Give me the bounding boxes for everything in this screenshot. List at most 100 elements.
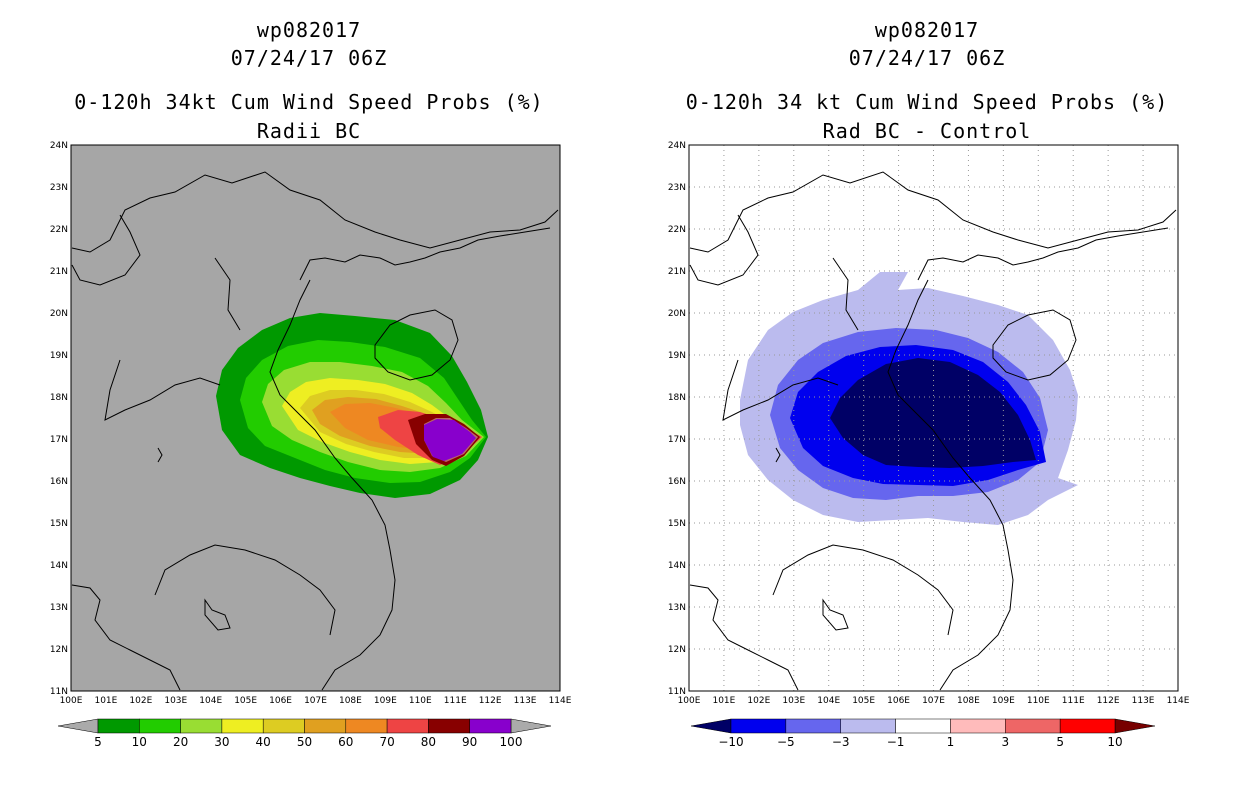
right-colorbar-label: −3 bbox=[832, 735, 850, 749]
left-lon-label: 102E bbox=[129, 696, 152, 706]
right-colorbar-swatch bbox=[730, 718, 787, 734]
right-lat-label: 15N bbox=[668, 519, 686, 529]
right-colorbar-label: −5 bbox=[777, 735, 795, 749]
right-lon-label: 114E bbox=[1167, 696, 1190, 706]
left-colorbar-swatch bbox=[262, 718, 305, 734]
left-colorbar-label: 60 bbox=[338, 735, 353, 749]
left-lat-label: 19N bbox=[50, 351, 68, 361]
left-colorbar-label: 20 bbox=[173, 735, 188, 749]
right-map: 24N 23N 22N 21N 20N 19N 18N 17N 16N 15N 14N 13N 12N 1… bbox=[668, 141, 1190, 749]
right-lon-label: 112E bbox=[1097, 696, 1120, 706]
right-axis-labels: 24N 23N 22N 21N 20N 19N 18N 17N 16N 15N 14N 13N 12N 1… bbox=[668, 141, 1190, 706]
left-lon-label: 101E bbox=[94, 696, 117, 706]
right-lon-label: 104E bbox=[817, 696, 840, 706]
left-colorbar-swatch bbox=[345, 718, 388, 734]
right-lat-label: 16N bbox=[668, 477, 686, 487]
right-grid bbox=[689, 145, 1178, 691]
left-lat-label: 24N bbox=[50, 141, 68, 151]
right-lon-label: 109E bbox=[992, 696, 1015, 706]
left-lat-label: 14N bbox=[50, 561, 68, 571]
right-lat-label: 14N bbox=[668, 561, 686, 571]
left-lat-label: 11N bbox=[50, 687, 68, 697]
right-colorbar-label: 5 bbox=[1056, 735, 1064, 749]
right-colorbar-swatch bbox=[1005, 718, 1061, 734]
right-lat-label: 13N bbox=[668, 603, 686, 613]
right-colorbar: −10 −5 −3 −1 1 3 5 10 bbox=[690, 718, 1156, 749]
right-contour-minus10 bbox=[830, 358, 1036, 468]
right-lat-label: 12N bbox=[668, 645, 686, 655]
left-colorbar-swatch bbox=[386, 718, 429, 734]
right-colorbar-label: 3 bbox=[1001, 735, 1009, 749]
right-colorbar-under bbox=[690, 718, 732, 734]
right-lat-label: 24N bbox=[668, 141, 686, 151]
right-colorbar-swatch bbox=[950, 718, 1006, 734]
right-lon-label: 110E bbox=[1027, 696, 1050, 706]
right-subtitle: Rad BC - Control bbox=[822, 119, 1032, 143]
left-lat-label: 16N bbox=[50, 477, 68, 487]
right-lat-label: 17N bbox=[668, 435, 686, 445]
right-lat-label: 23N bbox=[668, 183, 686, 193]
right-lon-label: 103E bbox=[782, 696, 805, 706]
right-lon-label: 105E bbox=[852, 696, 875, 706]
right-lat-label: 21N bbox=[668, 267, 686, 277]
right-colorbar-label: 1 bbox=[947, 735, 955, 749]
left-lon-label: 100E bbox=[60, 696, 83, 706]
left-colorbar-label: 80 bbox=[421, 735, 436, 749]
right-lon-label: 102E bbox=[747, 696, 770, 706]
left-lat-label: 13N bbox=[50, 603, 68, 613]
right-coastlines bbox=[689, 171, 1177, 691]
right-colorbar-label: −1 bbox=[887, 735, 905, 749]
left-colorbar-swatch bbox=[97, 718, 140, 734]
left-colorbar-label: 70 bbox=[379, 735, 394, 749]
right-lat-label: 18N bbox=[668, 393, 686, 403]
right-lat-label: 22N bbox=[668, 225, 686, 235]
left-colorbar-label: 30 bbox=[214, 735, 229, 749]
left-storm-id: wp082017 bbox=[256, 18, 362, 42]
right-product-title: 0-120h 34 kt Cum Wind Speed Probs (%) bbox=[685, 90, 1169, 114]
left-colorbar: 5 10 20 30 40 50 60 70 80 90 100 bbox=[57, 718, 552, 749]
left-coastlines bbox=[71, 171, 559, 691]
left-lon-label: 111E bbox=[444, 696, 467, 706]
left-product-title: 0-120h 34kt Cum Wind Speed Probs (%) bbox=[74, 90, 544, 114]
left-colorbar-swatch bbox=[428, 718, 470, 734]
left-lon-label: 106E bbox=[269, 696, 292, 706]
left-lat-label: 12N bbox=[50, 645, 68, 655]
left-prob-contours bbox=[216, 313, 488, 498]
left-colorbar-swatch bbox=[180, 718, 223, 734]
left-contour-100 bbox=[424, 419, 476, 461]
left-lat-label: 17N bbox=[50, 435, 68, 445]
left-lon-label: 114E bbox=[549, 696, 572, 706]
left-lon-label: 112E bbox=[479, 696, 502, 706]
right-lat-label: 20N bbox=[668, 309, 686, 319]
right-colorbar-swatch bbox=[1059, 718, 1116, 734]
left-colorbar-label: 5 bbox=[94, 735, 102, 749]
left-lon-label: 113E bbox=[514, 696, 537, 706]
right-colorbar-label: −10 bbox=[718, 735, 743, 749]
left-axis-labels: 24N 23N 22N 21N 20N 19N 18N 17N 16N 15N 14N 13N 12N 1… bbox=[50, 141, 572, 706]
left-lon-label: 109E bbox=[374, 696, 397, 706]
right-colorbar-over bbox=[1114, 718, 1156, 734]
left-colorbar-label: 10 bbox=[132, 735, 147, 749]
left-colorbar-over bbox=[510, 718, 552, 734]
right-colorbar-swatch bbox=[895, 718, 951, 734]
left-lat-label: 22N bbox=[50, 225, 68, 235]
left-subtitle: Radii BC bbox=[256, 119, 362, 143]
left-colorbar-swatch bbox=[469, 718, 512, 734]
right-panel: wp082017 07/24/17 06Z 0-120h 34 kt Cum W… bbox=[618, 0, 1236, 800]
left-lon-label: 108E bbox=[339, 696, 362, 706]
left-lat-label: 18N bbox=[50, 393, 68, 403]
left-lon-label: 107E bbox=[304, 696, 327, 706]
right-lat-label: 19N bbox=[668, 351, 686, 361]
right-map-frame bbox=[688, 144, 1179, 692]
left-map-frame bbox=[70, 144, 561, 692]
left-colorbar-label: 100 bbox=[500, 735, 523, 749]
right-storm-id: wp082017 bbox=[874, 18, 980, 42]
right-lon-label: 113E bbox=[1132, 696, 1155, 706]
right-lon-label: 107E bbox=[922, 696, 945, 706]
right-lon-label: 100E bbox=[678, 696, 701, 706]
left-panel: wp082017 07/24/17 06Z 0-120h 34kt Cum Wi… bbox=[50, 18, 572, 749]
right-lon-label: 111E bbox=[1062, 696, 1085, 706]
left-lon-label: 110E bbox=[409, 696, 432, 706]
left-map: 24N 23N 22N 21N 20N 19N 18N 17N 16N 15N 14N 13N 12N 1… bbox=[50, 141, 572, 749]
left-colorbar-label: 90 bbox=[462, 735, 477, 749]
